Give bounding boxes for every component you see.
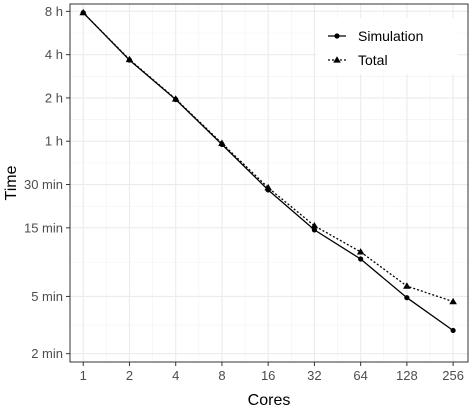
total-point bbox=[449, 297, 457, 305]
total-point bbox=[356, 248, 365, 255]
y-tick-label: 2 h bbox=[45, 90, 63, 105]
legend-total-marker bbox=[333, 56, 341, 63]
simulation-point bbox=[173, 96, 179, 103]
panel-border bbox=[69, 3, 469, 363]
y-tick-label: 1 h bbox=[45, 134, 63, 149]
x-tick-label: 64 bbox=[353, 368, 367, 383]
x-tick-label: 256 bbox=[442, 368, 464, 383]
legend-total-label: Total bbox=[358, 52, 388, 68]
total-point bbox=[310, 221, 319, 229]
simulation-point bbox=[311, 227, 318, 233]
y-tick-label: 8 h bbox=[45, 4, 63, 19]
legend-background bbox=[316, 18, 458, 74]
simulation-point bbox=[450, 327, 456, 334]
series-layer bbox=[79, 8, 457, 334]
x-axis: 1 2 4 8 16 32 64 128 256 bbox=[80, 362, 464, 383]
grid bbox=[70, 4, 468, 362]
simulation-point bbox=[265, 187, 271, 193]
x-tick-label: 4 bbox=[172, 368, 179, 383]
total-point bbox=[403, 282, 411, 289]
x-tick-label: 16 bbox=[261, 368, 275, 383]
x-axis-title: Cores bbox=[248, 392, 291, 409]
simulation-point bbox=[358, 256, 364, 262]
y-axis-title: Time bbox=[3, 165, 20, 200]
simulation-point bbox=[126, 57, 133, 63]
y-tick-label: 5 min bbox=[31, 289, 63, 304]
y-tick-label: 15 min bbox=[24, 220, 63, 235]
y-tick-label: 4 h bbox=[45, 47, 63, 62]
x-tick-label: 1 bbox=[80, 368, 87, 383]
legend: Simulation Total bbox=[316, 18, 458, 74]
x-tick-label: 8 bbox=[218, 368, 225, 383]
y-tick-label: 2 min bbox=[31, 346, 63, 361]
simulation-point bbox=[80, 10, 86, 16]
x-tick-label: 2 bbox=[126, 368, 133, 383]
y-tick-label: 30 min bbox=[24, 177, 63, 192]
simulation-point bbox=[404, 295, 410, 301]
x-tick-label: 128 bbox=[396, 368, 418, 383]
y-axis: 2 min 5 min 15 min 30 min 1 h 2 h 4 h 8 h bbox=[24, 4, 70, 361]
legend-simulation-marker bbox=[334, 33, 340, 39]
simulation-point bbox=[219, 141, 225, 148]
x-tick-label: 32 bbox=[307, 368, 321, 383]
legend-simulation-label: Simulation bbox=[358, 28, 423, 44]
